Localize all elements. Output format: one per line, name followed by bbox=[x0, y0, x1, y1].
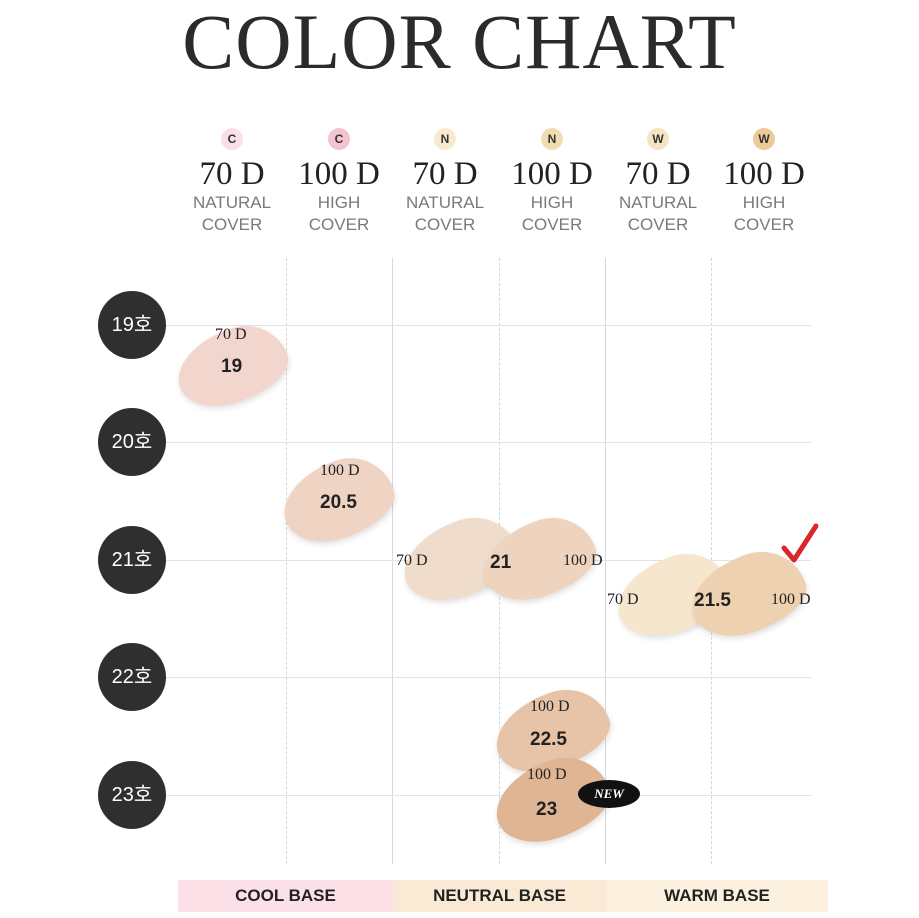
checkmark-icon bbox=[781, 523, 819, 563]
grid-hline bbox=[165, 795, 811, 796]
swatch-22-5-number: 22.5 bbox=[530, 729, 567, 750]
column-desc-line2: COVER bbox=[521, 215, 583, 234]
swatch-23-number: 23 bbox=[536, 799, 558, 820]
new-badge: NEW bbox=[578, 780, 640, 808]
row-badge-19: 19호 bbox=[98, 291, 166, 359]
column-code: 100 D bbox=[511, 156, 593, 192]
column-desc-line2: COVER bbox=[414, 215, 476, 234]
swatch-20-5-number: 20.5 bbox=[320, 492, 357, 513]
swatch-21-70d-label: 70 D bbox=[396, 552, 428, 569]
column-code: 70 D bbox=[199, 156, 265, 192]
swatch-20-5-label: 100 D bbox=[320, 462, 360, 479]
column-code: 70 D bbox=[412, 156, 478, 192]
swatch-19-label: 70 D bbox=[215, 326, 247, 343]
column-desc-line1: NATURAL bbox=[192, 193, 272, 212]
tone-w-dot: W bbox=[753, 128, 775, 150]
column-header-c-70d: C 70 D NATURAL COVER bbox=[179, 128, 285, 236]
column-desc-line1: NATURAL bbox=[405, 193, 485, 212]
tone-c-dot: C bbox=[328, 128, 350, 150]
tone-c-dot: C bbox=[221, 128, 243, 150]
swatch-21-5-70d-label: 70 D bbox=[607, 591, 639, 608]
cool-base-bar: COOL BASE bbox=[178, 880, 393, 912]
swatch-21-5-100d-label: 100 D bbox=[771, 591, 811, 608]
column-desc-line1: HIGH bbox=[530, 193, 574, 212]
swatch-22-5-label: 100 D bbox=[530, 698, 570, 715]
swatch-21-5-number: 21.5 bbox=[694, 590, 731, 611]
swatch-19-number: 19 bbox=[221, 356, 243, 377]
column-code: 70 D bbox=[625, 156, 691, 192]
swatch-21-100d-label: 100 D bbox=[563, 552, 603, 569]
grid-vline bbox=[605, 258, 606, 864]
grid-vline bbox=[392, 258, 393, 864]
column-header-n-100d: N 100 D HIGH COVER bbox=[499, 128, 605, 236]
swatch-21-number: 21 bbox=[490, 552, 512, 573]
column-header-n-70d: N 70 D NATURAL COVER bbox=[392, 128, 498, 236]
warm-base-bar: WARM BASE bbox=[606, 880, 828, 912]
tone-n-dot: N bbox=[541, 128, 563, 150]
swatch-23-label: 100 D bbox=[527, 766, 567, 783]
tone-n-dot: N bbox=[434, 128, 456, 150]
grid-hline bbox=[165, 325, 811, 326]
tone-w-dot: W bbox=[647, 128, 669, 150]
column-desc-line1: NATURAL bbox=[618, 193, 698, 212]
column-header-w-100d: W 100 D HIGH COVER bbox=[711, 128, 817, 236]
neutral-base-bar: NEUTRAL BASE bbox=[393, 880, 606, 912]
column-code: 100 D bbox=[298, 156, 380, 192]
grid-hline bbox=[165, 442, 811, 443]
column-header-w-70d: W 70 D NATURAL COVER bbox=[605, 128, 711, 236]
grid-vline bbox=[286, 258, 287, 864]
row-badge-22: 22호 bbox=[98, 643, 166, 711]
column-code: 100 D bbox=[723, 156, 805, 192]
column-desc-line2: COVER bbox=[627, 215, 689, 234]
row-badge-21: 21호 bbox=[98, 526, 166, 594]
column-desc-line1: HIGH bbox=[742, 193, 786, 212]
row-badge-20: 20호 bbox=[98, 408, 166, 476]
column-desc-line2: COVER bbox=[733, 215, 795, 234]
column-header-c-100d: C 100 D HIGH COVER bbox=[286, 128, 392, 236]
column-desc-line1: HIGH bbox=[317, 193, 361, 212]
page-title: COLOR CHART bbox=[182, 0, 737, 85]
column-desc-line2: COVER bbox=[308, 215, 370, 234]
column-desc-line2: COVER bbox=[201, 215, 263, 234]
row-badge-23: 23호 bbox=[98, 761, 166, 829]
grid-hline bbox=[165, 677, 811, 678]
